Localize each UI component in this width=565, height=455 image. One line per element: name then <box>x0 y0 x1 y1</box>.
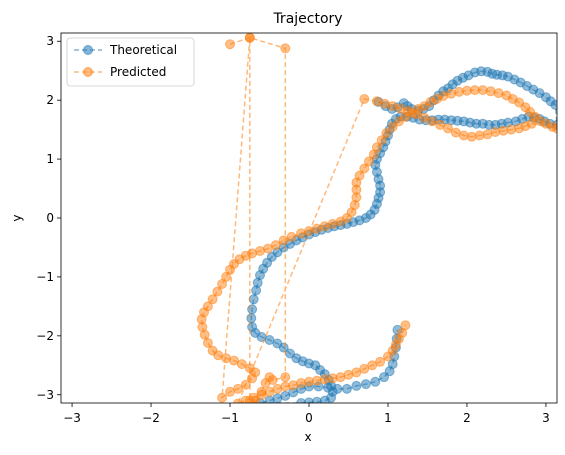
predicted-point-14 <box>240 379 251 390</box>
theoretical-point-98 <box>247 304 258 315</box>
theoretical-point-132 <box>351 380 362 391</box>
y-axis-ticks: −3 −2 −1 0 1 2 3 <box>36 34 61 402</box>
predicted-point-62 <box>387 121 398 132</box>
legend: Theoretical Predicted <box>66 37 195 87</box>
predicted-point-42 <box>286 231 297 242</box>
theoretical-point-96 <box>251 285 262 296</box>
predicted-point-9 <box>280 43 291 54</box>
predicted-point-29 <box>207 294 218 305</box>
predicted-point-59 <box>371 142 382 153</box>
legend-theoretical-marker <box>83 45 93 55</box>
predicted-point-110 <box>232 398 243 403</box>
x-tick-label: 2 <box>463 411 471 425</box>
theoretical-point-32 <box>550 99 557 110</box>
y-tick-label: −3 <box>36 388 54 402</box>
theoretical-point-131 <box>341 383 352 394</box>
predicted-point-134 <box>400 320 411 331</box>
predicted-point-56 <box>359 163 370 174</box>
theoretical-point-99 <box>246 313 257 324</box>
predicted-point-17 <box>244 363 255 374</box>
theoretical-point-129 <box>323 382 333 393</box>
predicted-point-10 <box>244 33 255 43</box>
predicted-point-55 <box>354 170 365 181</box>
y-tick-label: 2 <box>46 93 54 107</box>
y-axis-label: y <box>10 214 24 221</box>
x-tick-label: 3 <box>542 411 550 425</box>
y-tick-label: −1 <box>36 270 54 284</box>
theoretical-point-120 <box>296 398 307 403</box>
y-tick-label: −2 <box>36 329 54 343</box>
predicted-point-60 <box>376 135 387 146</box>
predicted-point-40 <box>270 240 281 251</box>
predicted-point-28 <box>202 301 213 312</box>
predicted-point-8 <box>280 372 291 383</box>
theoretical-point-133 <box>360 379 371 390</box>
predicted-point-109 <box>359 94 370 104</box>
chart-title: Trajectory <box>272 11 342 27</box>
predicted-point-11 <box>217 392 228 403</box>
predicted-point-30 <box>212 286 223 297</box>
theoretical-point-134 <box>370 376 381 387</box>
legend-predicted-marker <box>83 67 93 77</box>
x-tick-label: −3 <box>63 411 81 425</box>
legend-predicted-label: Predicted <box>110 65 166 79</box>
predicted-point-61 <box>381 128 392 139</box>
legend-theoretical-label: Theoretical <box>109 43 177 57</box>
x-axis-ticks: −3 −2 −1 0 1 2 3 <box>63 403 550 425</box>
x-axis-label: x <box>304 430 311 444</box>
x-tick-label: −1 <box>221 411 239 425</box>
predicted-point-128 <box>375 356 386 367</box>
series-layer <box>196 33 557 403</box>
predicted-point-7 <box>267 375 278 385</box>
y-tick-label: 1 <box>46 152 54 166</box>
theoretical-point-130 <box>332 383 343 394</box>
predicted-point-87 <box>552 123 557 134</box>
predicted-point-22 <box>207 345 218 356</box>
x-tick-label: 1 <box>384 411 392 425</box>
predicted-point-98 <box>450 127 461 138</box>
y-tick-label: 0 <box>46 211 54 225</box>
predicted-point-108 <box>371 96 382 107</box>
predicted-point-57 <box>364 156 374 167</box>
x-tick-label: −2 <box>142 411 160 425</box>
predicted-point-13 <box>232 383 243 394</box>
predicted-point-23 <box>202 337 213 348</box>
x-tick-label: 0 <box>305 411 313 425</box>
y-tick-label: 3 <box>46 34 54 48</box>
predicted-point-0 <box>225 39 235 50</box>
